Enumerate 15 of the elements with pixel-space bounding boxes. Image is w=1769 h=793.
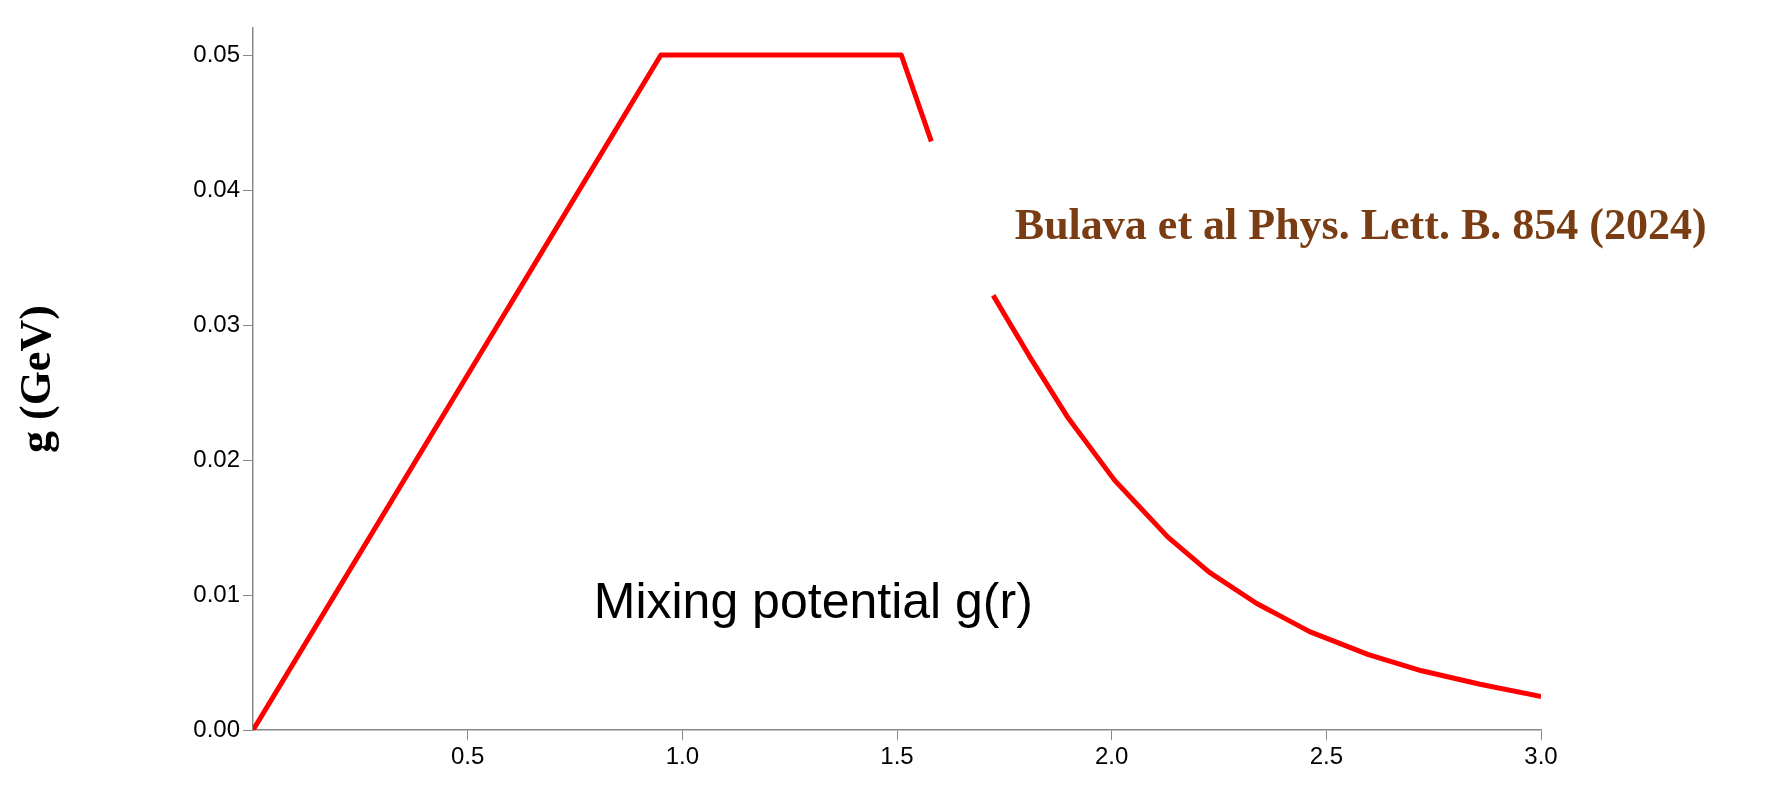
x-tick-label: 2.0 xyxy=(1094,742,1129,770)
x-tick-label: 3.0 xyxy=(1524,742,1558,770)
y-tick-label: 0.02 xyxy=(193,444,240,472)
y-axis-title: g (GeV) xyxy=(10,305,60,454)
x-tick-label: 2.5 xyxy=(1309,742,1344,770)
y-tick-label: 0.04 xyxy=(193,174,240,202)
x-tick-label: 0.5 xyxy=(450,742,485,770)
annotation: Mixing potential g(r) xyxy=(593,572,1033,629)
annotation: Bulava et al Phys. Lett. B. 854 (2024) xyxy=(1014,200,1707,250)
x-tick-label: 1.0 xyxy=(665,742,700,770)
y-tick-label: 0.03 xyxy=(193,309,240,337)
x-tick-label: 1.5 xyxy=(880,742,914,770)
y-tick-label: 0.00 xyxy=(193,714,240,742)
y-tick-label: 0.01 xyxy=(193,579,240,607)
y-tick-label: 0.05 xyxy=(193,39,240,67)
